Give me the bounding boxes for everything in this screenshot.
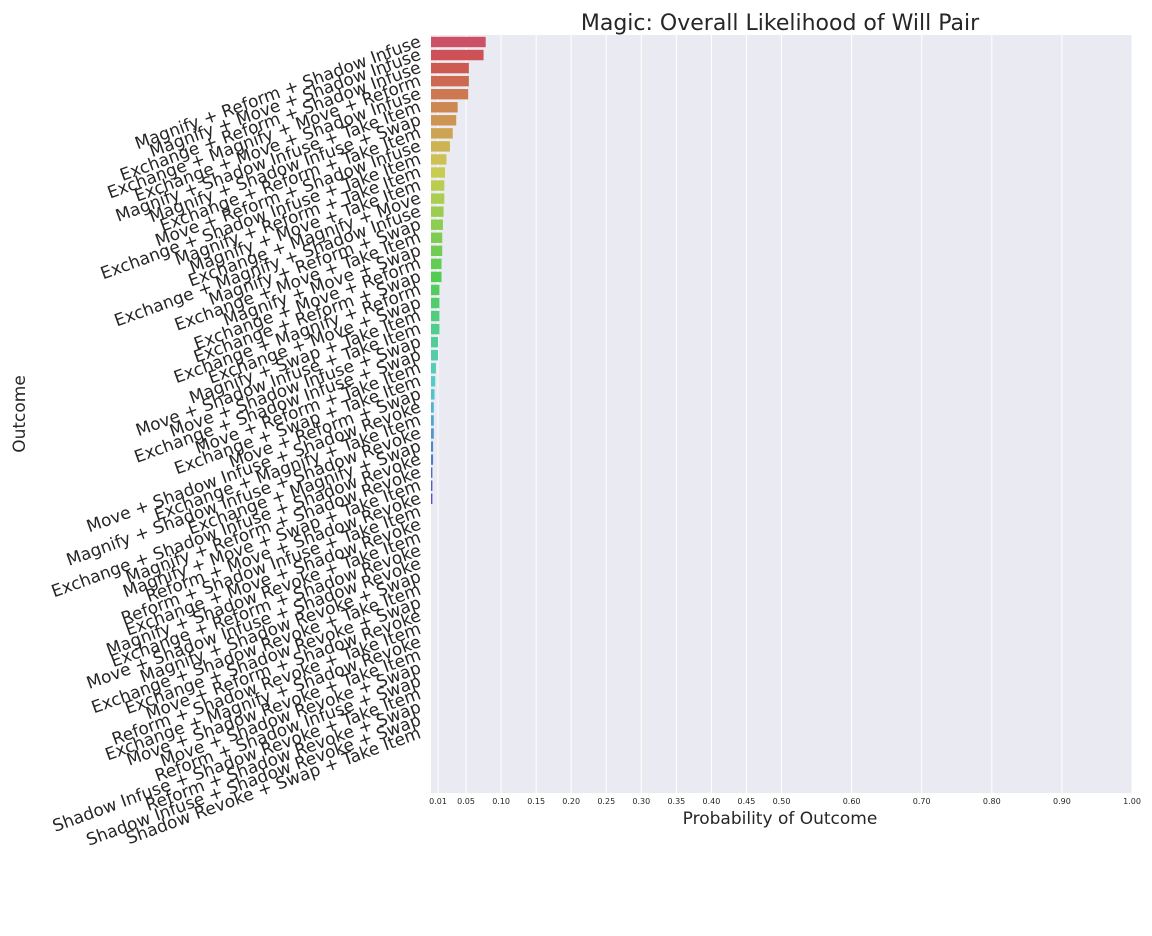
bar [431,167,446,178]
x-tick-label: 0.30 [632,797,650,806]
x-tick-label: 0.50 [773,797,791,806]
bar [431,141,450,152]
bar [431,62,469,74]
bar [431,258,442,270]
bar [431,415,434,426]
x-tick-label: 0.70 [913,797,931,806]
bar [431,376,436,387]
x-tick-label: 0.60 [843,797,861,806]
x-tick-label: 0.05 [457,797,475,806]
x-tick-labels: 0.01 0.05 0.10 0.15 0.20 0.25 0.30 0.35 0.40 0.45… [429,797,1141,806]
bar [431,480,433,491]
bar [431,389,435,400]
chart-title: Magic: Overall Likelihood of Will Pair [581,11,980,36]
x-tick-label: 1.00 [1123,797,1141,806]
bar [431,310,440,322]
bar [431,219,443,230]
y-axis-title: Outcome [10,375,30,453]
bar [431,245,443,256]
bar [431,467,433,478]
bars [431,36,486,504]
bar [431,49,484,61]
bar [431,336,439,348]
x-tick-label: 0.20 [562,797,580,806]
bar [431,89,469,100]
bar [431,180,445,191]
bar [431,36,486,48]
x-tick-label: 0.25 [597,797,615,806]
bar [431,363,436,374]
bar [431,441,434,452]
bar [431,75,469,87]
bar [431,271,442,283]
bar [431,102,458,113]
x-axis-title: Probability of Outcome [683,809,878,829]
x-tick-label: 0.45 [738,797,756,806]
bar [431,115,457,126]
bar [431,297,440,309]
bar [431,402,434,413]
bar [431,154,447,165]
bar [431,193,445,204]
bar [431,350,439,361]
x-tick-label: 0.35 [667,797,685,806]
bar [431,454,434,465]
bar [431,232,443,243]
x-tick-label: 0.15 [527,797,545,806]
y-category-labels: Magnify + Reform + Shadow InfuseMagnify … [49,32,424,851]
x-tick-label: 0.10 [492,797,510,806]
bar [431,493,433,504]
x-tick-label: 0.40 [702,797,720,806]
grid-lines [437,35,1133,793]
bar [431,323,440,335]
x-tick-label: 0.80 [983,797,1001,806]
bar [431,206,444,217]
bar [431,284,440,296]
x-tick-label: 0.01 [429,797,447,806]
bar [431,428,434,439]
bar [431,128,453,139]
x-tick-label: 0.90 [1053,797,1071,806]
